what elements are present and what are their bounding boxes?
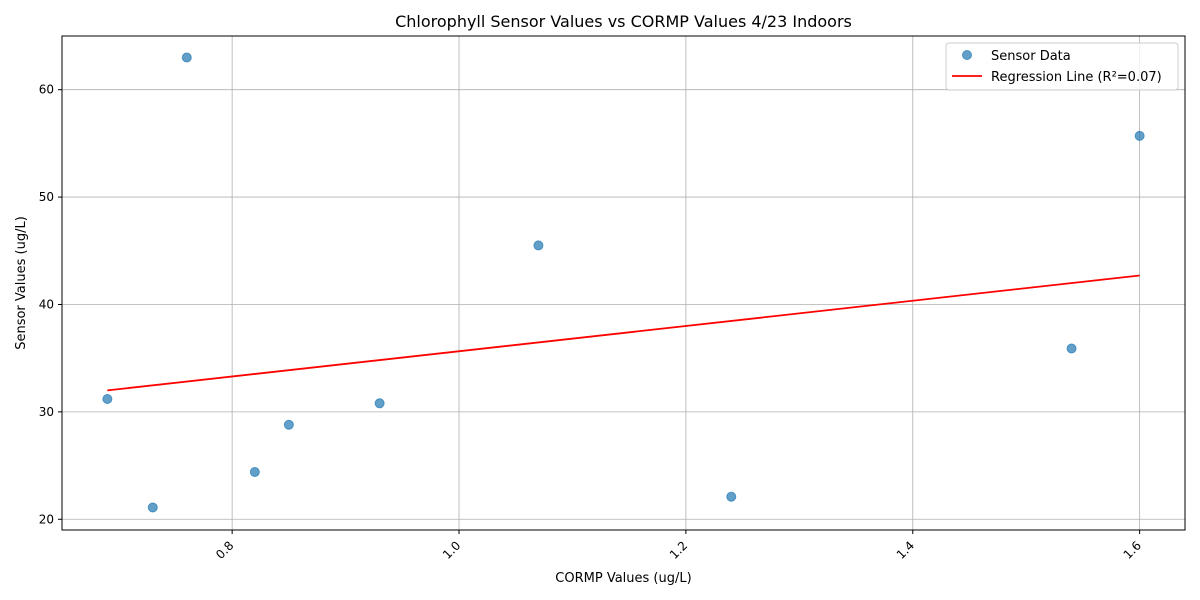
y-tick-label: 40 [39, 297, 54, 311]
data-point [726, 491, 737, 502]
y-tick-label: 30 [39, 405, 54, 419]
data-point [147, 502, 158, 513]
y-tick-label: 20 [39, 512, 54, 526]
y-tick-label: 60 [39, 83, 54, 97]
legend-box [945, 42, 1179, 91]
legend-marker-sensor-data [962, 50, 972, 60]
x-axis-label: CORMP Values (ug/L) [555, 571, 691, 586]
legend-label-sensor-data: Sensor Data [991, 49, 1071, 64]
regression-line [107, 274, 1140, 392]
data-point [102, 393, 113, 404]
plot-marks [102, 52, 1145, 513]
data-point [374, 398, 385, 409]
y-axis-ticks: 20 30 40 50 60 [39, 83, 62, 526]
legend-label-regression-line: Regression Line (R²=0.07) [991, 70, 1162, 85]
y-tick-label: 50 [39, 190, 54, 204]
data-point [249, 467, 260, 478]
data-point [181, 52, 192, 63]
data-point [1134, 130, 1145, 141]
legend: Sensor Data Regression Line (R²=0.07) [945, 42, 1179, 91]
data-point [283, 419, 294, 430]
data-point [1066, 343, 1077, 354]
chart-title: Chlorophyll Sensor Values vs CORMP Value… [395, 12, 852, 31]
plot-frame [61, 35, 1186, 531]
y-axis-label: Sensor Values (ug/L) [14, 216, 29, 350]
data-point [533, 240, 544, 251]
